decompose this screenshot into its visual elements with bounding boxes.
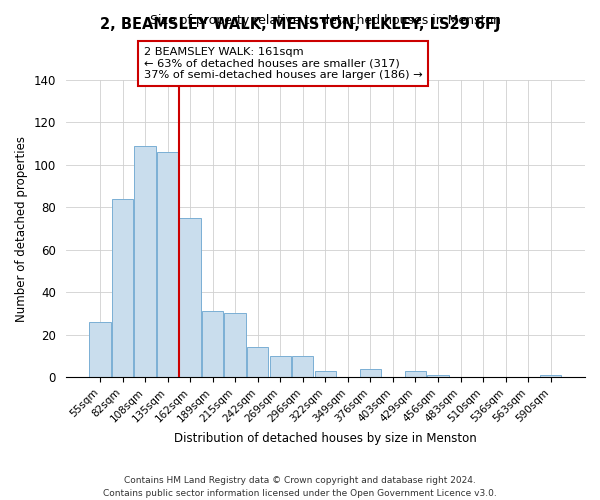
Bar [359,368,381,377]
Bar [179,218,201,377]
Bar [224,314,246,377]
Bar [314,370,336,377]
Bar [112,199,133,377]
Bar [427,375,449,377]
Title: Size of property relative to detached houses in Menston: Size of property relative to detached ho… [150,14,501,28]
Bar [405,370,426,377]
Text: Contains HM Land Registry data © Crown copyright and database right 2024.
Contai: Contains HM Land Registry data © Crown c… [103,476,497,498]
Bar [202,312,223,377]
Text: 2, BEAMSLEY WALK, MENSTON, ILKLEY, LS29 6FJ: 2, BEAMSLEY WALK, MENSTON, ILKLEY, LS29 … [100,18,500,32]
Bar [292,356,313,377]
X-axis label: Distribution of detached houses by size in Menston: Distribution of detached houses by size … [174,432,477,445]
Y-axis label: Number of detached properties: Number of detached properties [15,136,28,322]
Bar [134,146,156,377]
Text: 2 BEAMSLEY WALK: 161sqm
← 63% of detached houses are smaller (317)
37% of semi-d: 2 BEAMSLEY WALK: 161sqm ← 63% of detache… [143,47,422,80]
Bar [157,152,178,377]
Bar [247,348,268,377]
Bar [269,356,291,377]
Bar [540,375,562,377]
Bar [89,322,110,377]
